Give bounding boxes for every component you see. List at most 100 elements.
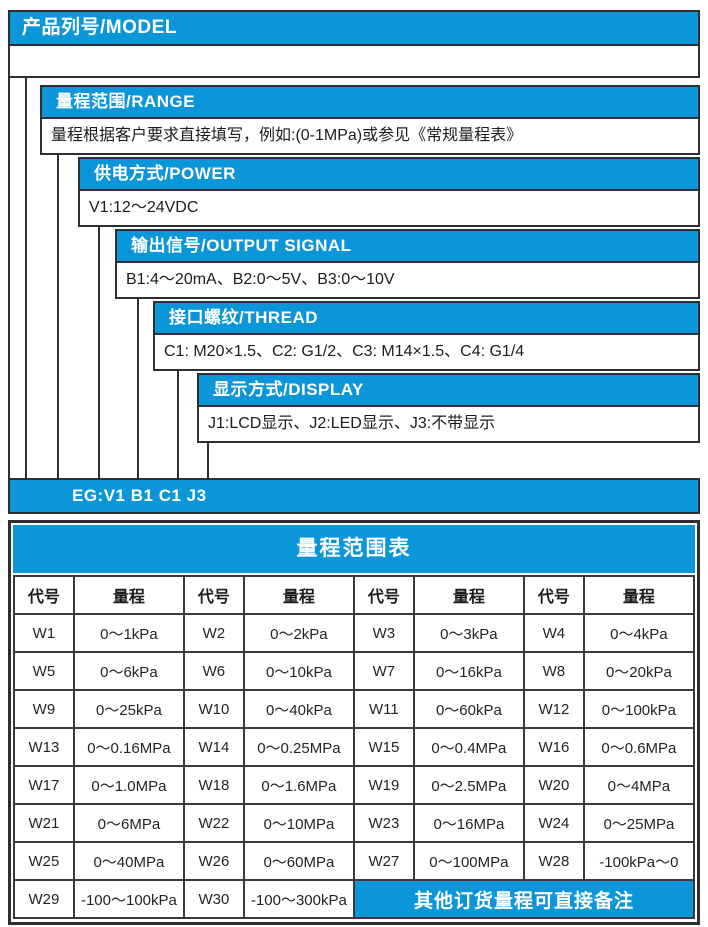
range-cell: 0～10kPa bbox=[242, 651, 355, 691]
range-cell: -100～100kPa bbox=[72, 879, 185, 919]
example-bar: EG:V1 B1 C1 J3 bbox=[8, 478, 700, 514]
connector-leg-7 bbox=[207, 443, 209, 478]
model-title: 产品列号/MODEL bbox=[8, 10, 700, 44]
col-header: 量程 bbox=[412, 575, 525, 615]
code-cell: W1 bbox=[13, 613, 75, 653]
col-header: 量程 bbox=[72, 575, 185, 615]
range-cell: 0～4MPa bbox=[582, 765, 696, 805]
range-cell: 0～25kPa bbox=[72, 689, 185, 729]
option-content: B1:4～20mA、B2:0～5V、B3:0～10V bbox=[126, 271, 395, 288]
code-cell: W12 bbox=[522, 689, 585, 729]
range-cell: 0～4kPa bbox=[582, 613, 696, 653]
range-cell: 0～100MPa bbox=[412, 841, 525, 881]
range-cell: 0～6MPa bbox=[72, 803, 185, 843]
col-header: 代号 bbox=[13, 575, 75, 615]
code-cell: W24 bbox=[522, 803, 585, 843]
range-cell: 0～60MPa bbox=[242, 841, 355, 881]
range-cell: 0～20kPa bbox=[582, 651, 696, 691]
table-row: W13 0～0.16MPa W14 0～0.25MPa W15 0～0.4MPa W16 0～… bbox=[13, 727, 696, 767]
table-row: W29 -100～100kPa W30 -100～300kPa 其他订货量程可直接备注 bbox=[13, 879, 696, 919]
range-cell: 0～1.6MPa bbox=[242, 765, 355, 805]
range-cell: 0～1kPa bbox=[72, 613, 185, 653]
code-cell: W18 bbox=[182, 765, 245, 805]
option-content: V1:12～24VDC bbox=[89, 199, 199, 216]
code-cell: W20 bbox=[522, 765, 585, 805]
range-cell: 0～3kPa bbox=[412, 613, 525, 653]
connector-leg-3 bbox=[57, 155, 59, 478]
range-cell: 0～10MPa bbox=[242, 803, 355, 843]
code-cell: W16 bbox=[522, 727, 585, 767]
range-cell: 0～16MPa bbox=[412, 803, 525, 843]
range-cell: 0～0.16MPa bbox=[72, 727, 185, 767]
range-cell: 0～25MPa bbox=[582, 803, 696, 843]
model-code-empty-row bbox=[8, 44, 700, 78]
option-content: C1: M20×1.5、C2: G1/2、C3: M14×1.5、C4: G1/… bbox=[164, 343, 525, 360]
connector-leg-1 bbox=[8, 78, 10, 478]
range-cell: 0～6kPa bbox=[72, 651, 185, 691]
range-cell: 0～16kPa bbox=[412, 651, 525, 691]
range-cell: 0～0.4MPa bbox=[412, 727, 525, 767]
table-row: W25 0～40MPa W26 0～60MPa W27 0～100MPa W28 -100kP… bbox=[13, 841, 696, 881]
range-cell: 0～0.6MPa bbox=[582, 727, 696, 767]
code-cell: W15 bbox=[352, 727, 415, 767]
option-header: 量程范围/RANGE bbox=[42, 87, 698, 119]
code-cell: W7 bbox=[352, 651, 415, 691]
table-row: W5 0～6kPa W6 0～10kPa W7 0～16kPa W8 0～20kPa bbox=[13, 651, 696, 691]
code-cell: W26 bbox=[182, 841, 245, 881]
table-row: W21 0～6MPa W22 0～10MPa W23 0～16MPa W24 0～25MPa bbox=[13, 803, 696, 843]
code-cell: W8 bbox=[522, 651, 585, 691]
connector-leg-6 bbox=[177, 371, 179, 478]
option-box-2: 供电方式/POWER V1:12～24VDC bbox=[78, 157, 700, 227]
table-row: W1 0～1kPa W2 0～2kPa W3 0～3kPa W4 0～4kPa bbox=[13, 613, 696, 653]
code-cell: W9 bbox=[13, 689, 75, 729]
code-cell: W3 bbox=[352, 613, 415, 653]
code-cell: W22 bbox=[182, 803, 245, 843]
code-cell: W13 bbox=[13, 727, 75, 767]
code-cell: W4 bbox=[522, 613, 585, 653]
model-box: 产品列号/MODEL bbox=[8, 10, 700, 78]
table-header-row: 代号 量程 代号 量程 代号 量程 代号 量程 bbox=[13, 575, 696, 615]
option-box-3: 输出信号/OUTPUT SIGNAL B1:4～20mA、B2:0～5V、B3:0… bbox=[115, 229, 700, 299]
range-cell: 0～2.5MPa bbox=[412, 765, 525, 805]
code-cell: W6 bbox=[182, 651, 245, 691]
table-row: W17 0～1.0MPa W18 0～1.6MPa W19 0～2.5MPa W20 0～4M… bbox=[13, 765, 696, 805]
col-header: 代号 bbox=[352, 575, 415, 615]
range-table-title: 量程范围表 bbox=[13, 525, 695, 573]
code-cell: W19 bbox=[352, 765, 415, 805]
code-cell: W2 bbox=[182, 613, 245, 653]
range-cell: 0～1.0MPa bbox=[72, 765, 185, 805]
col-header: 量程 bbox=[582, 575, 696, 615]
range-cell: 0～100kPa bbox=[582, 689, 696, 729]
connector-leg-2 bbox=[25, 78, 27, 478]
range-cell: -100kPa～0 bbox=[582, 841, 696, 881]
option-box-4: 接口螺纹/THREAD C1: M20×1.5、C2: G1/2、C3: M14×… bbox=[153, 301, 700, 371]
range-cell: 0～2kPa bbox=[242, 613, 355, 653]
table-row: W9 0～25kPa W10 0～40kPa W11 0～60kPa W12 0～100kPa bbox=[13, 689, 696, 729]
range-cell: 0～60kPa bbox=[412, 689, 525, 729]
code-cell: W17 bbox=[13, 765, 75, 805]
option-header: 供电方式/POWER bbox=[80, 159, 698, 191]
range-table-section: 量程范围表 代号 量程 代号 量程 代号 量程 代号 量程 W1 0～1kPa W2 0～2kPa W3… bbox=[8, 520, 700, 925]
option-content: J1:LCD显示、J2:LED显示、J3:不带显示 bbox=[208, 415, 496, 432]
range-cell: 0～0.25MPa bbox=[242, 727, 355, 767]
code-cell: W29 bbox=[13, 879, 75, 919]
col-header: 代号 bbox=[182, 575, 245, 615]
code-cell: W27 bbox=[352, 841, 415, 881]
other-range-note: 其他订货量程可直接备注 bbox=[352, 879, 696, 919]
code-cell: W25 bbox=[13, 841, 75, 881]
range-cell: 0～40MPa bbox=[72, 841, 185, 881]
col-header: 量程 bbox=[242, 575, 355, 615]
range-cell: -100～300kPa bbox=[242, 879, 355, 919]
range-cell: 0～40kPa bbox=[242, 689, 355, 729]
option-box-1: 量程范围/RANGE 量程根据客户要求直接填写，例如:(0-1MPa)或参见《常规… bbox=[40, 85, 700, 155]
code-cell: W23 bbox=[352, 803, 415, 843]
code-cell: W14 bbox=[182, 727, 245, 767]
range-table: 代号 量程 代号 量程 代号 量程 代号 量程 W1 0～1kPa W2 0～2kPa W3 0～3kPa… bbox=[13, 575, 696, 919]
connector-leg-5 bbox=[137, 299, 139, 478]
option-header: 显示方式/DISPLAY bbox=[199, 375, 698, 407]
option-header: 输出信号/OUTPUT SIGNAL bbox=[117, 231, 698, 263]
code-cell: W5 bbox=[13, 651, 75, 691]
option-header: 接口螺纹/THREAD bbox=[155, 303, 698, 335]
code-cell: W28 bbox=[522, 841, 585, 881]
